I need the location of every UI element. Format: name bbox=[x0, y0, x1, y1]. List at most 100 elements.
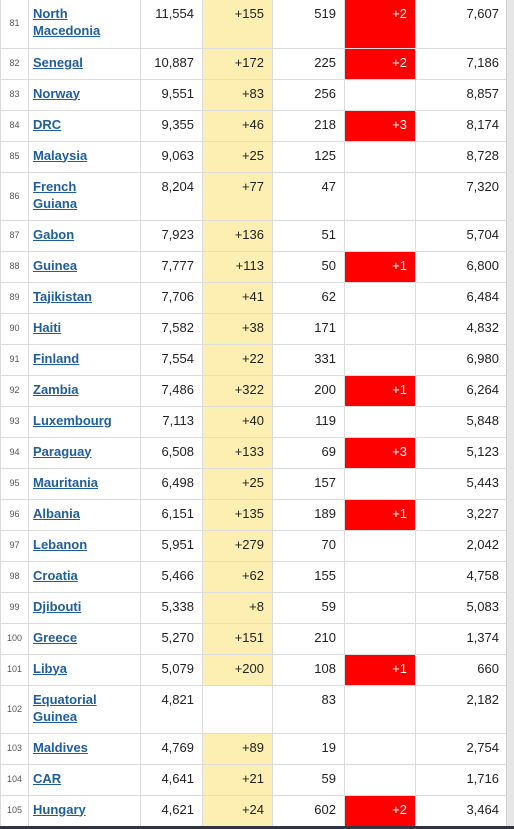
country-link[interactable]: Djibouti bbox=[33, 599, 81, 614]
country-link[interactable]: DRC bbox=[33, 117, 61, 132]
country-name-line: Equatorial bbox=[33, 691, 97, 707]
new-cases-cell: +25 bbox=[202, 467, 273, 500]
country-cell: Tajikistan bbox=[28, 281, 141, 314]
new-cases-cell: +8 bbox=[202, 591, 273, 624]
new-cases-cell: +279 bbox=[202, 529, 273, 562]
country-name-line: DRC bbox=[33, 116, 62, 132]
total-recovered-cell: 8,857 bbox=[415, 78, 508, 111]
new-deaths-cell bbox=[344, 343, 416, 376]
total-deaths-cell: 69 bbox=[272, 436, 345, 469]
table-row: 104 CAR 4,641 +21 59 1,716 bbox=[0, 763, 508, 796]
country-link[interactable]: Finland bbox=[33, 351, 79, 366]
total-cases-cell: 9,355 bbox=[140, 109, 203, 142]
total-cases-cell: 5,951 bbox=[140, 529, 203, 562]
new-cases-cell bbox=[202, 684, 273, 734]
new-deaths-cell bbox=[344, 312, 416, 345]
country-link[interactable]: Hungary bbox=[33, 802, 86, 817]
rank-cell: 93 bbox=[0, 405, 29, 438]
total-recovered-cell: 4,832 bbox=[415, 312, 508, 345]
total-recovered-cell: 7,186 bbox=[415, 47, 508, 80]
country-link[interactable]: Zambia bbox=[33, 382, 79, 397]
total-cases-cell: 5,338 bbox=[140, 591, 203, 624]
new-cases-cell: +21 bbox=[202, 763, 273, 796]
new-deaths-cell: +1 bbox=[344, 250, 416, 283]
total-cases-cell: 10,887 bbox=[140, 47, 203, 80]
country-name-line: Finland bbox=[33, 350, 80, 366]
country-link[interactable]: Luxembourg bbox=[33, 413, 112, 428]
total-cases-cell: 7,554 bbox=[140, 343, 203, 376]
country-link[interactable]: Lebanon bbox=[33, 537, 87, 552]
country-link[interactable]: French Guiana bbox=[33, 179, 77, 211]
country-link[interactable]: Greece bbox=[33, 630, 77, 645]
vertical-scrollbar[interactable] bbox=[506, 0, 514, 829]
country-link[interactable]: Maldives bbox=[33, 740, 88, 755]
total-deaths-cell: 47 bbox=[272, 171, 345, 221]
country-link[interactable]: Haiti bbox=[33, 320, 61, 335]
rank-cell: 104 bbox=[0, 763, 29, 796]
new-cases-cell: +83 bbox=[202, 78, 273, 111]
country-cell: Hungary bbox=[28, 794, 141, 827]
rank-cell: 103 bbox=[0, 732, 29, 765]
new-deaths-cell bbox=[344, 140, 416, 173]
country-link[interactable]: Libya bbox=[33, 661, 67, 676]
total-deaths-cell: 70 bbox=[272, 529, 345, 562]
country-link[interactable]: Equatorial Guinea bbox=[33, 692, 97, 724]
country-cell: Luxembourg bbox=[28, 405, 141, 438]
country-link[interactable]: Guinea bbox=[33, 258, 77, 273]
country-link[interactable]: Albania bbox=[33, 506, 80, 521]
country-name-line: Lebanon bbox=[33, 536, 88, 552]
rank-cell: 83 bbox=[0, 78, 29, 111]
rank-cell: 81 bbox=[0, 0, 29, 49]
country-link[interactable]: Norway bbox=[33, 86, 80, 101]
new-deaths-cell bbox=[344, 591, 416, 624]
country-link[interactable]: CAR bbox=[33, 771, 61, 786]
rank-cell: 102 bbox=[0, 684, 29, 734]
new-deaths-cell bbox=[344, 467, 416, 500]
country-link[interactable]: Mauritania bbox=[33, 475, 98, 490]
table-row: 95 Mauritania 6,498 +25 157 5,443 bbox=[0, 467, 508, 500]
total-deaths-cell: 119 bbox=[272, 405, 345, 438]
new-deaths-cell bbox=[344, 684, 416, 734]
total-deaths-cell: 256 bbox=[272, 78, 345, 111]
new-deaths-cell bbox=[344, 560, 416, 593]
table-row: 83 Norway 9,551 +83 256 8,857 bbox=[0, 78, 508, 111]
total-cases-cell: 6,151 bbox=[140, 498, 203, 531]
country-name-line: Malaysia bbox=[33, 147, 88, 163]
country-link[interactable]: Tajikistan bbox=[33, 289, 92, 304]
total-cases-cell: 7,777 bbox=[140, 250, 203, 283]
total-recovered-cell: 6,484 bbox=[415, 281, 508, 314]
country-cell: Greece bbox=[28, 622, 141, 655]
country-cell: Maldives bbox=[28, 732, 141, 765]
country-link[interactable]: Senegal bbox=[33, 55, 83, 70]
country-link[interactable]: Malaysia bbox=[33, 148, 87, 163]
total-recovered-cell: 2,182 bbox=[415, 684, 508, 734]
new-deaths-cell bbox=[344, 171, 416, 221]
total-recovered-cell: 6,264 bbox=[415, 374, 508, 407]
rank-cell: 85 bbox=[0, 140, 29, 173]
new-cases-cell: +172 bbox=[202, 47, 273, 80]
country-cell: Croatia bbox=[28, 560, 141, 593]
new-deaths-cell bbox=[344, 405, 416, 438]
country-link[interactable]: Gabon bbox=[33, 227, 74, 242]
new-cases-cell: +200 bbox=[202, 653, 273, 686]
new-cases-cell: +135 bbox=[202, 498, 273, 531]
rank-cell: 84 bbox=[0, 109, 29, 142]
table-row: 99 Djibouti 5,338 +8 59 5,083 bbox=[0, 591, 508, 624]
table-row: 101 Libya 5,079 +200 108 +1 660 bbox=[0, 653, 508, 686]
country-cell: Paraguay bbox=[28, 436, 141, 469]
country-link[interactable]: Paraguay bbox=[33, 444, 92, 459]
total-deaths-cell: 200 bbox=[272, 374, 345, 407]
total-cases-cell: 9,063 bbox=[140, 140, 203, 173]
country-name-line: Croatia bbox=[33, 567, 78, 583]
table-row: 93 Luxembourg 7,113 +40 119 5,848 bbox=[0, 405, 508, 438]
total-cases-cell: 7,486 bbox=[140, 374, 203, 407]
new-deaths-cell bbox=[344, 622, 416, 655]
total-deaths-cell: 602 bbox=[272, 794, 345, 827]
total-recovered-cell: 6,980 bbox=[415, 343, 508, 376]
total-deaths-cell: 519 bbox=[272, 0, 345, 49]
rank-cell: 101 bbox=[0, 653, 29, 686]
country-link[interactable]: Croatia bbox=[33, 568, 78, 583]
country-link[interactable]: North Macedonia bbox=[33, 6, 100, 38]
total-recovered-cell: 6,800 bbox=[415, 250, 508, 283]
